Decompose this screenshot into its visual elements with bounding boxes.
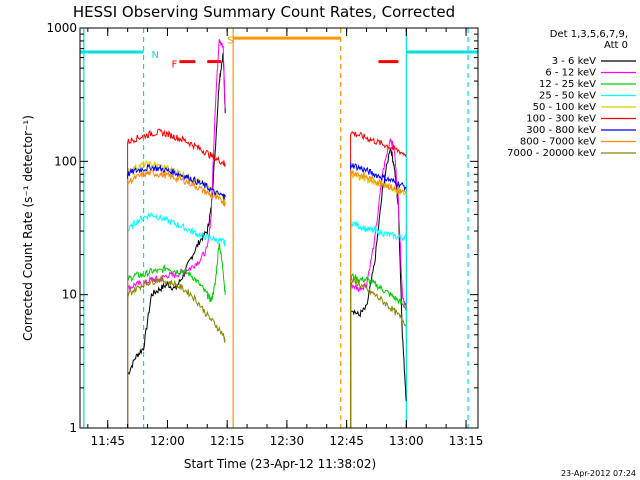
legend-label-8: 7000 - 20000 keV bbox=[507, 148, 596, 159]
series-line-4-seg-0 bbox=[127, 160, 226, 428]
x-axis-label: Start Time (23-Apr-12 11:38:02) bbox=[184, 457, 376, 471]
legend-header-0: Det 1,3,5,6,7,9, bbox=[550, 29, 628, 40]
y-axis-label: Corrected Count Rate (s⁻¹ detector⁻¹) bbox=[21, 115, 35, 341]
y-tick-label-2: 100 bbox=[54, 154, 77, 168]
legend-label-4: 50 - 100 keV bbox=[533, 102, 597, 113]
legend-label-5: 100 - 300 keV bbox=[526, 114, 596, 125]
x-tick-label-4: 12:45 bbox=[329, 434, 364, 448]
annotation-F: F bbox=[171, 60, 177, 71]
legend-header-1: Att 0 bbox=[604, 40, 628, 51]
annotation-S: S bbox=[227, 35, 233, 46]
series-line-5-seg-0 bbox=[127, 128, 226, 428]
y-tick-label-3: 1000 bbox=[46, 21, 77, 35]
legend-label-1: 6 - 12 keV bbox=[545, 68, 596, 79]
y-tick-label-1: 10 bbox=[62, 288, 77, 302]
x-tick-label-1: 12:00 bbox=[150, 434, 185, 448]
series-line-0-seg-1 bbox=[350, 147, 407, 428]
legend-label-2: 12 - 25 keV bbox=[539, 79, 596, 90]
series-line-7-seg-0 bbox=[127, 169, 226, 428]
legend-label-7: 800 - 7000 keV bbox=[520, 137, 596, 148]
series-line-8-seg-0 bbox=[127, 274, 226, 428]
legend-label-0: 3 - 6 keV bbox=[552, 56, 596, 67]
x-tick-label-3: 12:30 bbox=[270, 434, 305, 448]
series-line-6-seg-1 bbox=[350, 162, 407, 428]
x-tick-label-5: 13:00 bbox=[389, 434, 424, 448]
x-tick-label-2: 12:15 bbox=[210, 434, 245, 448]
series-line-7-seg-1 bbox=[350, 169, 407, 428]
series-line-2-seg-0 bbox=[127, 242, 226, 428]
footer-date: 23-Apr-2012 07:24 bbox=[561, 469, 636, 478]
series-line-1-seg-0 bbox=[127, 39, 226, 428]
legend-label-3: 25 - 50 keV bbox=[539, 91, 596, 102]
series-line-6-seg-0 bbox=[127, 163, 226, 428]
chart-title: HESSI Observing Summary Count Rates, Cor… bbox=[73, 3, 455, 21]
series-line-5-seg-1 bbox=[350, 130, 407, 428]
series-line-0-seg-0 bbox=[127, 51, 226, 428]
series-line-8-seg-1 bbox=[350, 275, 407, 428]
y-tick-label-0: 1 bbox=[69, 421, 77, 435]
series-line-3-seg-1 bbox=[350, 220, 407, 428]
series-line-1-seg-1 bbox=[350, 138, 407, 428]
series-line-4-seg-1 bbox=[350, 170, 407, 428]
plot-area: N F S bbox=[80, 28, 478, 428]
x-tick-label-0: 11:45 bbox=[90, 434, 125, 448]
series-line-2-seg-1 bbox=[350, 272, 407, 428]
plot-frame bbox=[79, 27, 479, 429]
x-tick-label-6: 13:15 bbox=[449, 434, 484, 448]
legend-label-6: 300 - 800 keV bbox=[526, 125, 596, 136]
series-line-3-seg-0 bbox=[127, 212, 226, 428]
axes: 11:45 12:00 12:15 12:30 12:45 13:00 13:15 1 10 10… bbox=[46, 21, 483, 448]
annotation-N: N bbox=[152, 50, 159, 61]
